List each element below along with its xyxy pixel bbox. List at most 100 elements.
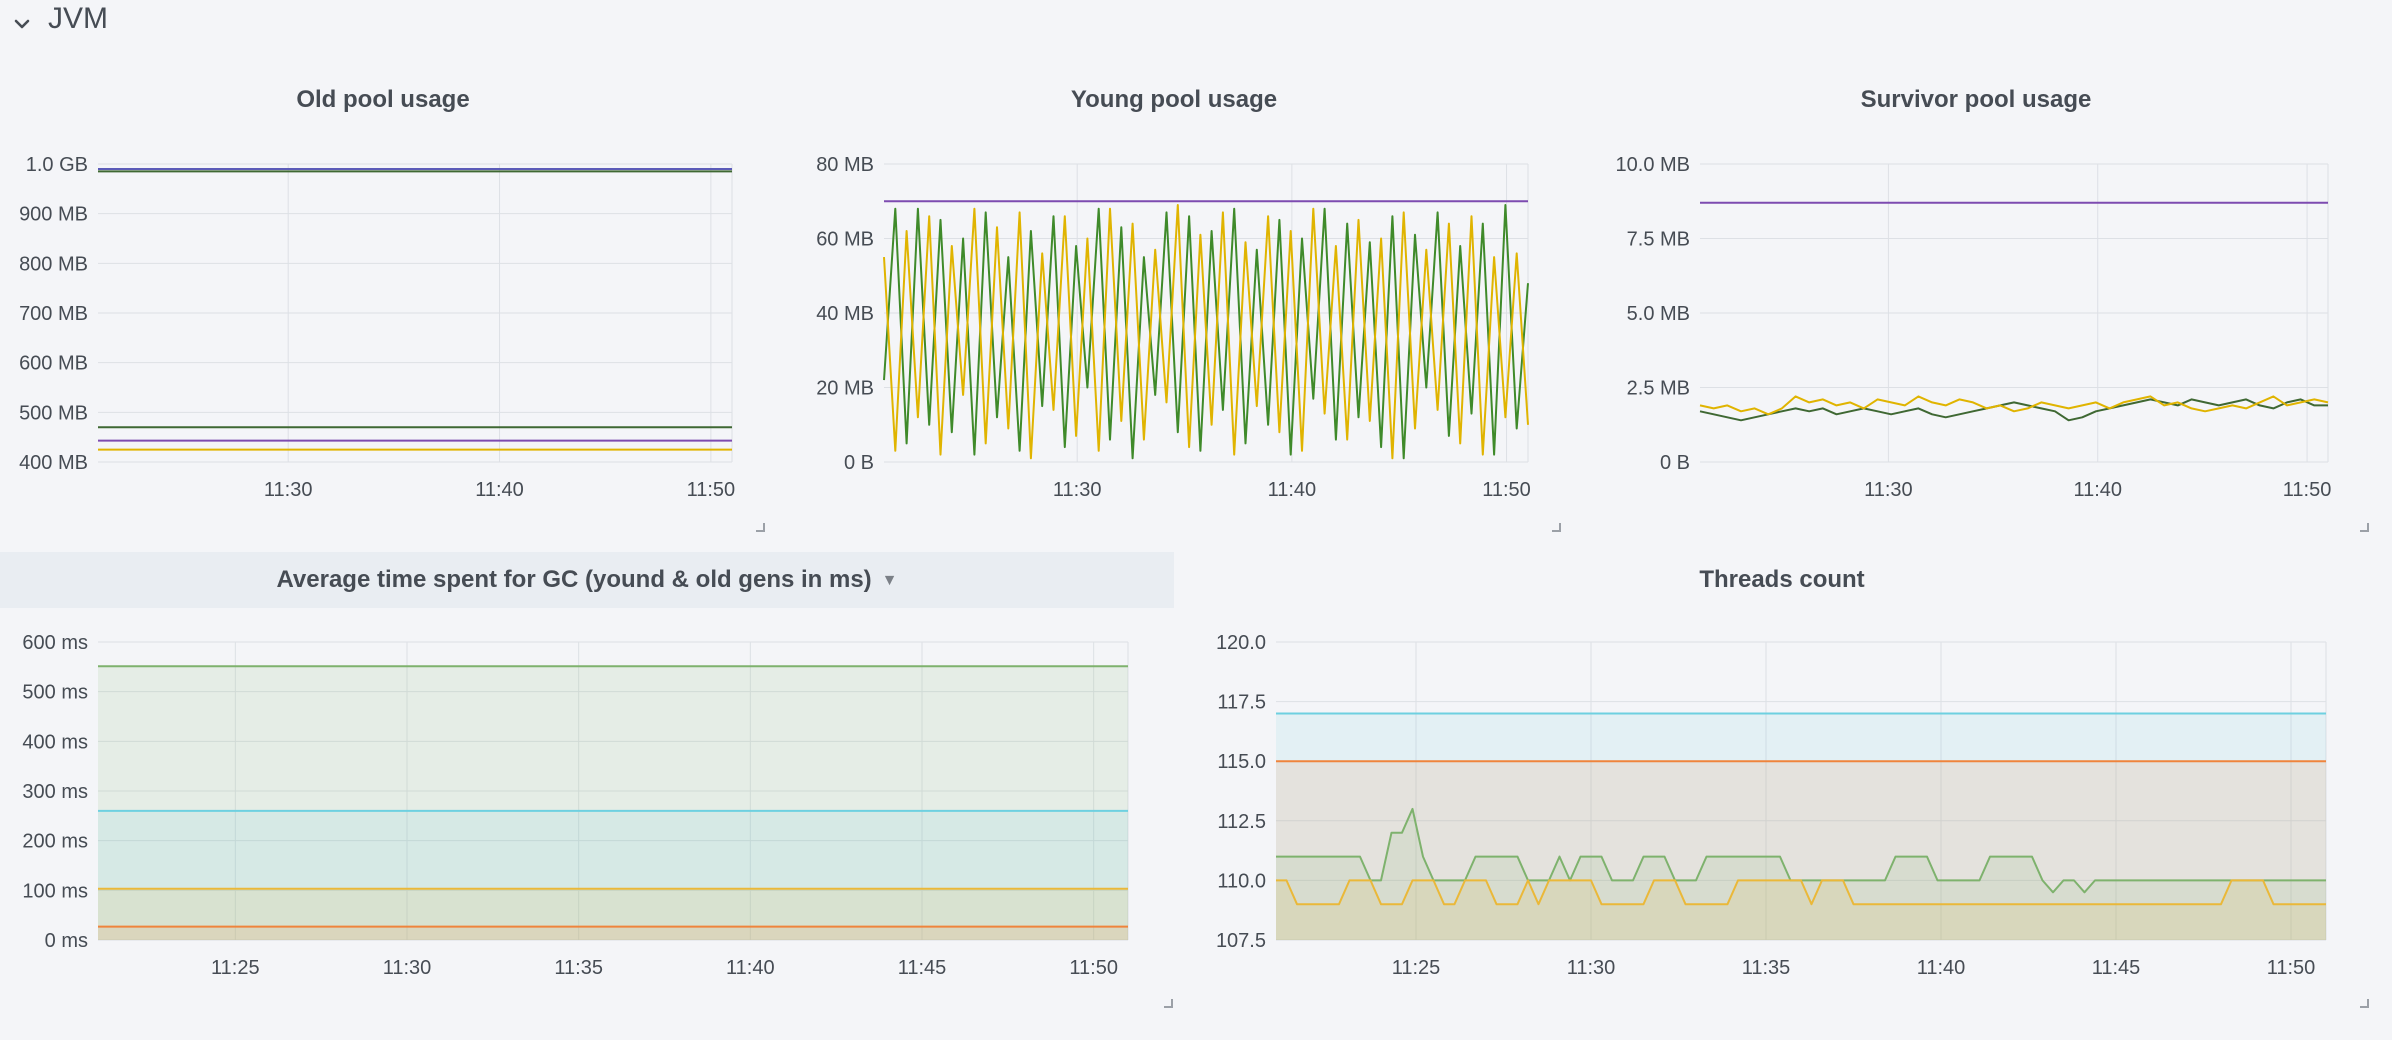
y-tick-label: 800 MB	[19, 253, 88, 275]
y-tick-label: 117.5	[1217, 692, 1266, 714]
panel-header[interactable]: Old pool usage	[0, 72, 766, 128]
panel-survivor-pool-usage: Survivor pool usage 10.0 MB 7.5 MB 5.0 MB 2…	[1582, 72, 2370, 532]
y-tick-label: 120.0	[1216, 632, 1266, 654]
panel-gc-time: Average time spent for GC (yound & old g…	[0, 552, 1174, 1008]
resize-corner-icon	[2360, 999, 2369, 1008]
y-tick-label: 1.0 GB	[26, 154, 88, 176]
grid	[98, 641, 1129, 941]
series-area	[98, 926, 1128, 940]
series-area	[1276, 713, 2326, 940]
chart-area: 80 MB 60 MB 40 MB 20 MB 0 B 11:30 11:40 11:50	[816, 154, 1531, 501]
series-area	[1276, 761, 2326, 940]
panel-header[interactable]: Survivor pool usage	[1582, 72, 2370, 128]
panel-header[interactable]: Average time spent for GC (yound & old g…	[0, 552, 1174, 608]
y-tick-label: 700 MB	[19, 303, 88, 325]
y-tick-label: 107.5	[1216, 930, 1266, 952]
panel-title[interactable]: Average time spent for GC (yound & old g…	[0, 552, 1174, 608]
row-header-jvm: JVM	[0, 0, 2392, 44]
y-tick-label: 600 ms	[22, 632, 88, 654]
panel-title[interactable]: Young pool usage	[1070, 86, 1278, 113]
panel-header[interactable]: Young pool usage	[786, 72, 1562, 128]
y-tick-label: 0 B	[844, 452, 874, 474]
series-group	[1276, 712, 2326, 940]
panel-threads-count: Threads count 120.0 117.5 115.0 112.5 110.0 1…	[1194, 552, 2370, 1008]
x-tick-label: 11:35	[1742, 957, 1791, 979]
chart-area: 120.0 117.5 115.0 112.5 110.0 107.5 11:25 11:30…	[1216, 632, 2327, 979]
grid	[1700, 163, 2329, 463]
series-group	[98, 168, 732, 451]
panel-title[interactable]: Threads count	[1699, 566, 1865, 593]
series-area	[1276, 808, 2326, 940]
x-tick-label: 11:30	[1567, 957, 1616, 979]
y-tick-label: 500 ms	[22, 682, 88, 704]
chart-area: 600 ms 500 ms 400 ms 300 ms 200 ms 100 ms 0 ms…	[22, 632, 1129, 979]
x-tick-label: 11:40	[1917, 957, 1966, 979]
resize-handle[interactable]	[1162, 996, 1174, 1008]
series-area	[1276, 880, 2326, 940]
series-line[interactable]	[883, 204, 1529, 460]
series-area	[98, 810, 1128, 940]
y-tick-label: 0 B	[1660, 452, 1690, 474]
resize-corner-icon	[2360, 523, 2369, 532]
panel-title-text[interactable]: Average time spent for GC (yound & old g…	[276, 566, 872, 593]
x-tick-label: 11:25	[211, 957, 260, 979]
y-tick-label: 10.0 MB	[1616, 154, 1690, 176]
x-tick-label: 11:40	[726, 957, 775, 979]
resize-corner-icon	[1552, 523, 1561, 532]
y-tick-label: 60 MB	[816, 229, 874, 251]
series-line[interactable]	[1276, 879, 2326, 906]
y-tick-label: 300 ms	[22, 781, 88, 803]
resize-handle[interactable]	[2358, 996, 2370, 1008]
row-title[interactable]: JVM	[48, 2, 108, 35]
chevron-down-icon[interactable]	[12, 14, 32, 34]
x-tick-label: 11:45	[2092, 957, 2141, 979]
x-tick-label: 11:50	[687, 479, 736, 501]
y-tick-label: 40 MB	[816, 303, 874, 325]
series-group	[883, 200, 1529, 460]
series-area	[98, 666, 1128, 940]
y-tick-label: 112.5	[1217, 811, 1266, 833]
chart-area: 1.0 GB 900 MB 800 MB 700 MB 600 MB 500 MB 400 …	[19, 154, 736, 501]
resize-corner-icon	[756, 523, 765, 532]
series-line[interactable]	[1699, 398, 2328, 422]
panel-title[interactable]: Old pool usage	[296, 86, 470, 113]
y-tick-label: 0 ms	[45, 930, 88, 952]
resize-handle[interactable]	[1550, 520, 1562, 532]
y-tick-label: 500 MB	[19, 402, 88, 424]
chart-area: 10.0 MB 7.5 MB 5.0 MB 2.5 MB 0 B 11:30 11:40 11…	[1616, 154, 2332, 501]
y-tick-label: 110.0	[1217, 870, 1266, 892]
y-tick-label: 400 MB	[19, 452, 88, 474]
y-tick-label: 900 MB	[19, 204, 88, 226]
x-tick-label: 11:30	[1864, 479, 1913, 501]
x-tick-label: 11:40	[2073, 479, 2122, 501]
y-tick-label: 100 ms	[22, 880, 88, 902]
x-tick-label: 11:45	[898, 957, 947, 979]
x-tick-label: 11:30	[264, 479, 313, 501]
resize-corner-icon	[1164, 999, 1173, 1008]
y-tick-label: 115.0	[1217, 751, 1266, 773]
y-tick-label: 5.0 MB	[1627, 303, 1690, 325]
grid	[98, 163, 733, 463]
caret-down-icon[interactable]: ▼	[881, 571, 898, 589]
panel-old-pool-usage: Old pool usage 1.0 GB 900 MB 800 MB 700 MB 6…	[0, 72, 766, 532]
x-tick-label: 11:50	[2283, 479, 2332, 501]
x-tick-label: 11:25	[1392, 957, 1441, 979]
x-tick-label: 11:50	[2267, 957, 2316, 979]
panel-young-pool-usage: Young pool usage 80 MB 60 MB 40 MB 20 MB 0 B…	[786, 72, 1562, 532]
x-tick-label: 11:40	[475, 479, 524, 501]
y-tick-label: 2.5 MB	[1627, 378, 1690, 400]
y-tick-label: 600 MB	[19, 353, 88, 375]
y-tick-label: 7.5 MB	[1627, 229, 1690, 251]
series-group	[1699, 201, 2329, 422]
resize-handle[interactable]	[2358, 520, 2370, 532]
resize-handle[interactable]	[754, 520, 766, 532]
y-tick-label: 400 ms	[22, 731, 88, 753]
x-tick-label: 11:35	[554, 957, 603, 979]
panel-title[interactable]: Survivor pool usage	[1860, 86, 2092, 113]
x-tick-label: 11:30	[383, 957, 432, 979]
series-group	[98, 665, 1128, 940]
y-tick-label: 80 MB	[816, 154, 874, 176]
panel-header[interactable]: Threads count	[1194, 552, 2370, 608]
series-line[interactable]	[1699, 395, 2329, 416]
x-tick-label: 11:50	[1069, 957, 1118, 979]
